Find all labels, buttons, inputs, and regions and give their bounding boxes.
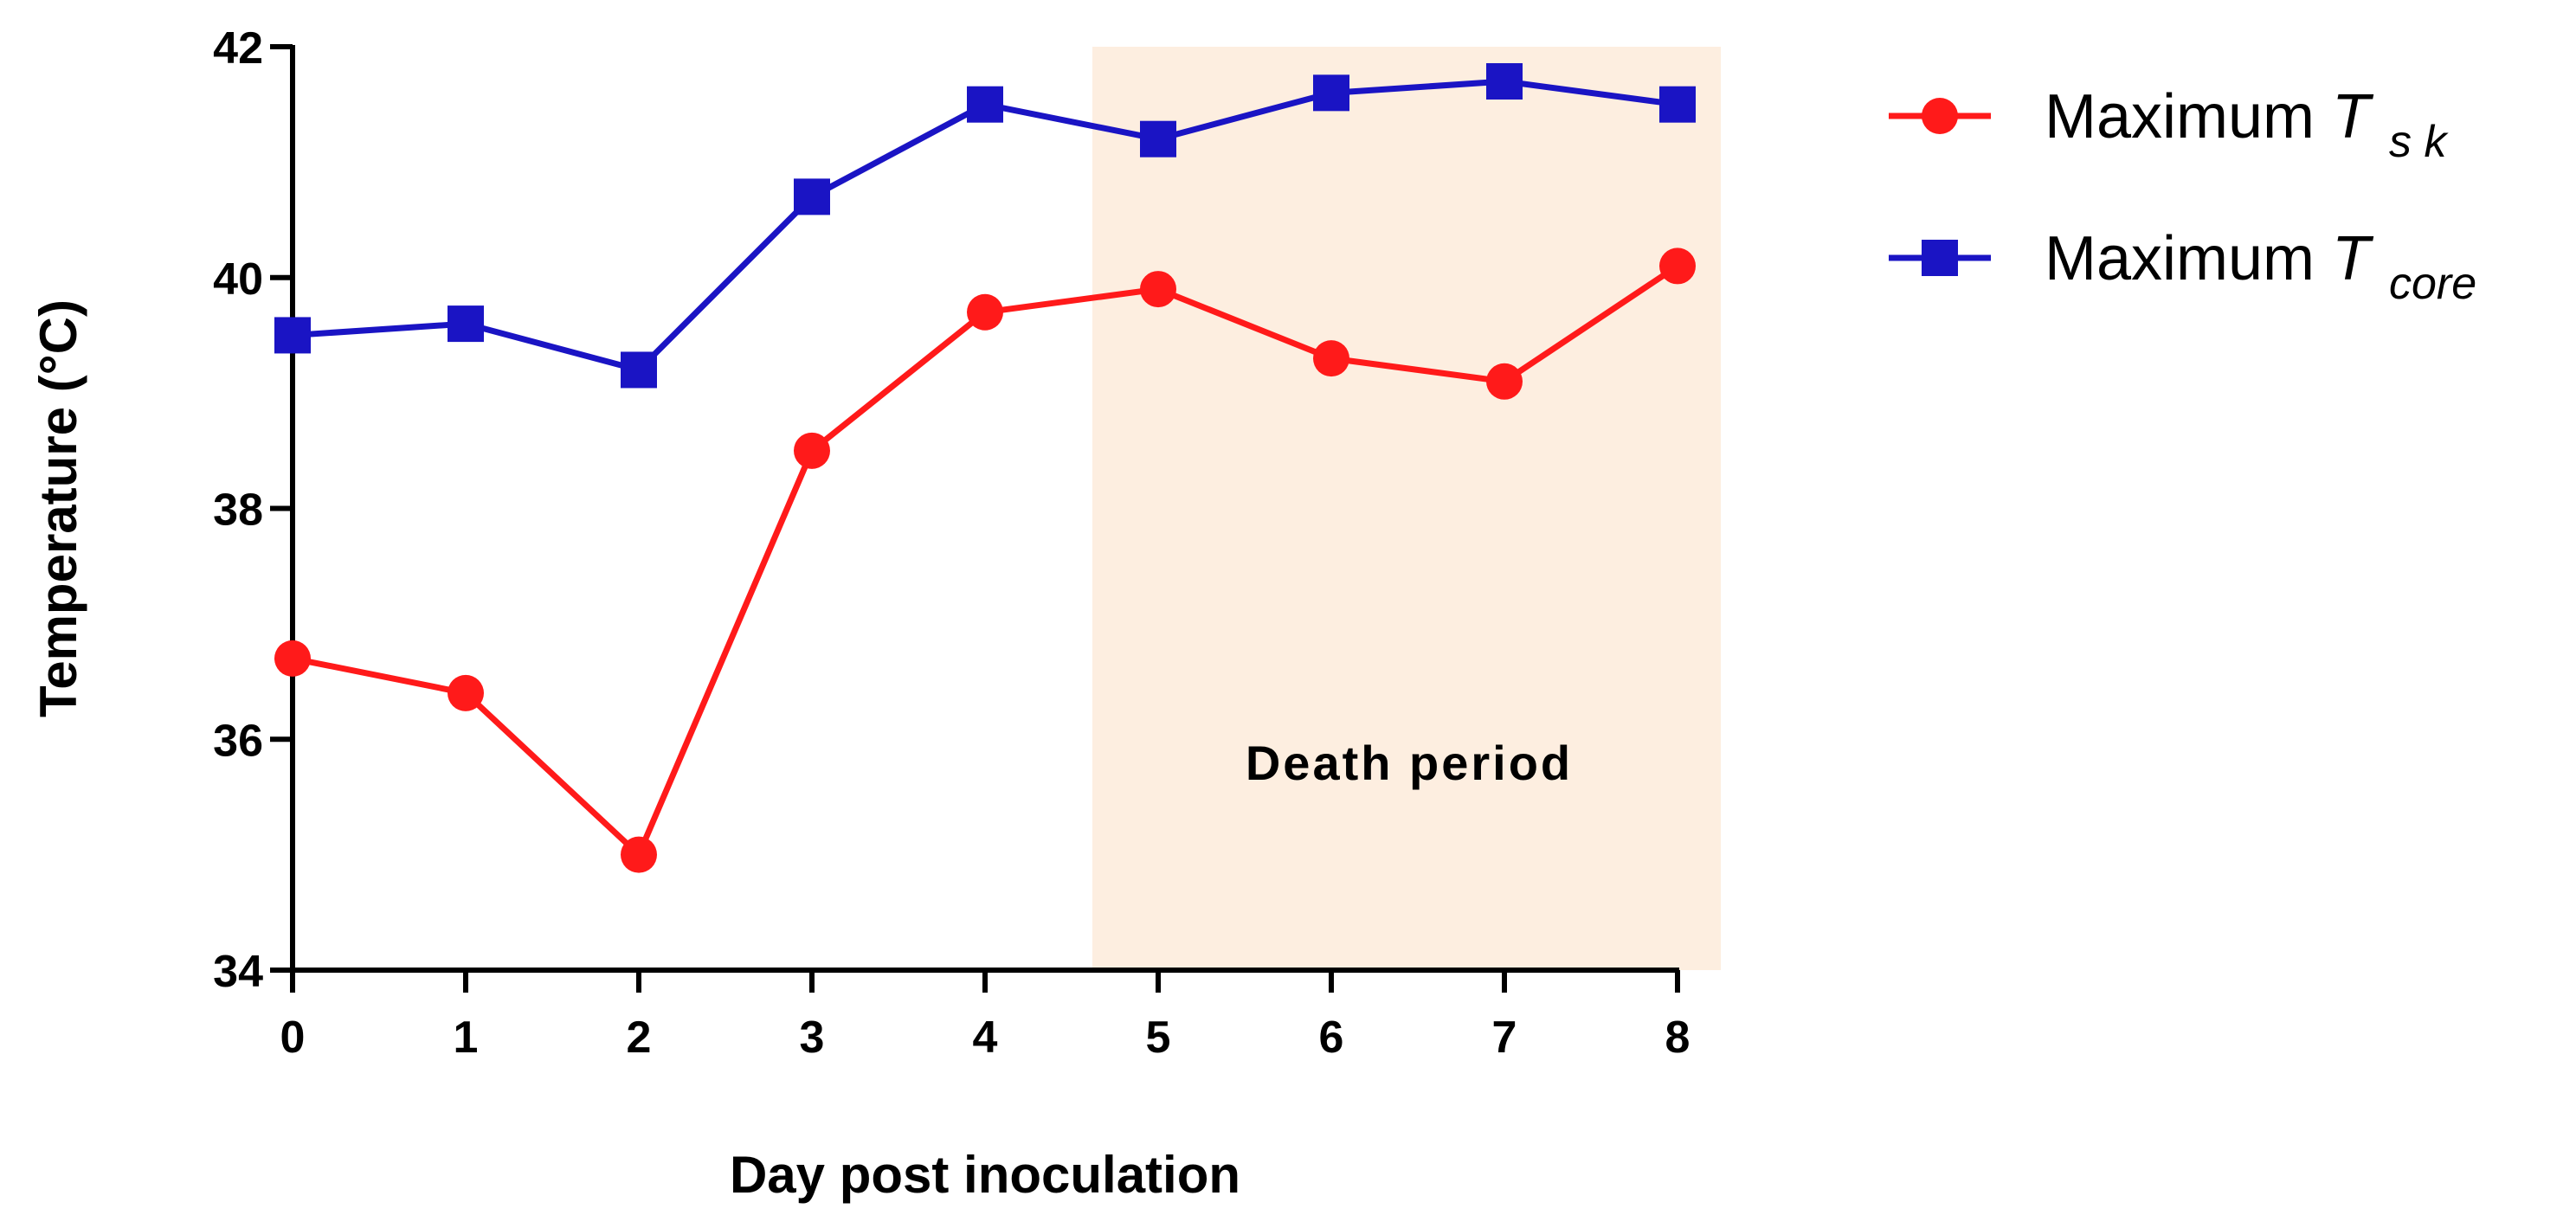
- data-point-circle: [1313, 340, 1349, 377]
- data-point-circle: [967, 293, 1003, 331]
- x-tick-label: 2: [627, 1013, 652, 1063]
- y-tick-label: 36: [213, 716, 263, 766]
- data-point-circle: [274, 640, 311, 677]
- x-tick-label: 6: [1319, 1013, 1344, 1063]
- x-tick-label: 0: [280, 1013, 306, 1063]
- data-point-square: [794, 178, 830, 215]
- data-point-circle: [1486, 363, 1523, 400]
- legend-marker-square: [1922, 240, 1958, 276]
- legend-label-variable: T: [2332, 224, 2374, 293]
- data-point-square: [274, 317, 311, 354]
- x-tick-label: 3: [800, 1013, 825, 1063]
- y-axis-title: Temperature (°C): [29, 299, 87, 717]
- data-point-circle: [1140, 271, 1176, 308]
- data-point-square: [448, 305, 484, 343]
- data-point-circle: [448, 674, 484, 711]
- x-tick-label: 4: [973, 1013, 998, 1063]
- y-tick-label: 38: [213, 485, 263, 536]
- y-tick-label: 40: [213, 254, 263, 305]
- legend-label-prefix: Maximum: [2045, 82, 2332, 151]
- x-tick-label: 1: [454, 1013, 479, 1063]
- legend-label-subscript: core: [2389, 259, 2476, 309]
- x-tick-label: 8: [1665, 1013, 1690, 1063]
- x-tick-label: 7: [1492, 1013, 1517, 1063]
- x-tick-label: 5: [1146, 1013, 1171, 1063]
- data-point-circle: [794, 432, 830, 469]
- data-point-square: [1140, 120, 1176, 158]
- data-point-square: [621, 351, 657, 389]
- legend-label-prefix: Maximum: [2045, 224, 2332, 293]
- data-point-square: [1313, 74, 1349, 112]
- series-layer: [274, 63, 1696, 873]
- data-point-square: [1486, 63, 1523, 100]
- data-point-circle: [621, 836, 657, 873]
- data-point-square: [967, 86, 1003, 123]
- legend-label-variable: T: [2332, 82, 2374, 151]
- data-point-circle: [1659, 248, 1696, 285]
- death-period-shade: [1092, 47, 1721, 970]
- y-tick-label: 34: [213, 947, 263, 997]
- x-axis-title: Day post inoculation: [730, 1146, 1240, 1204]
- legend-label-subscript: s k: [2389, 117, 2449, 167]
- y-tick-label: 42: [213, 23, 263, 74]
- data-point-square: [1659, 86, 1696, 123]
- legend-marker-circle: [1922, 98, 1958, 134]
- death-period-label: Death period: [1246, 736, 1573, 790]
